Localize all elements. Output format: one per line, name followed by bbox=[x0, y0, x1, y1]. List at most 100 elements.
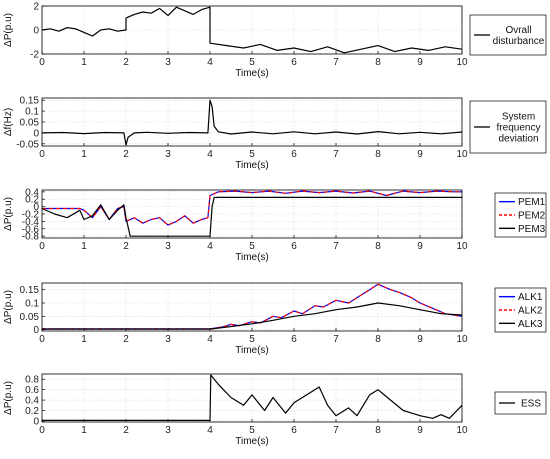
y-tick-label: 0.05 bbox=[20, 118, 40, 129]
x-tick-label: 4 bbox=[207, 57, 213, 68]
y-tick-label: -0.2 bbox=[22, 210, 40, 221]
x-tick-label: 1 bbox=[81, 241, 87, 252]
x-tick-label: 9 bbox=[417, 149, 423, 160]
chart-panel-5: 0 1 2 3 4 5 6 7 8 9 10 00.20.40.60.8 Time(s) ΔP(p.u) E… bbox=[3, 373, 547, 447]
x-tick-label: 9 bbox=[417, 334, 423, 345]
legend-label: PEM1 bbox=[518, 197, 546, 208]
x-tick-label: 8 bbox=[375, 57, 381, 68]
series-line-ovrall-disturbance bbox=[41, 6, 463, 54]
x-tick-label: 2 bbox=[123, 425, 129, 436]
x-axis-label: Time(s) bbox=[235, 436, 269, 447]
legend-label: ESS bbox=[521, 399, 541, 410]
y-tick-label: -2 bbox=[30, 50, 39, 61]
y-tick-label: 0 bbox=[33, 325, 39, 336]
x-tick-label: 5 bbox=[249, 149, 255, 160]
x-tick-label: 9 bbox=[417, 57, 423, 68]
x-tick-label: 6 bbox=[291, 425, 297, 436]
legend-box bbox=[494, 192, 547, 238]
x-tick-label: 9 bbox=[417, 241, 423, 252]
x-tick-label: 5 bbox=[249, 334, 255, 345]
x-tick-label: 0 bbox=[39, 241, 45, 252]
y-tick-label: 0.6 bbox=[25, 385, 39, 396]
legend-label: ALK1 bbox=[518, 292, 543, 303]
x-tick-label: 8 bbox=[375, 425, 381, 436]
y-axis-label: Δf(Hz) bbox=[3, 108, 14, 136]
x-tick-label: 1 bbox=[81, 425, 87, 436]
x-tick-label: 6 bbox=[291, 334, 297, 345]
y-tick-label: 0 bbox=[33, 202, 39, 213]
x-tick-label: 2 bbox=[123, 241, 129, 252]
x-tick-label: 7 bbox=[333, 149, 339, 160]
x-tick-label: 2 bbox=[123, 57, 129, 68]
legend: ESS bbox=[494, 391, 547, 415]
y-axis-label: ΔP(p.u) bbox=[3, 197, 14, 231]
x-tick-label: 7 bbox=[333, 57, 339, 68]
y-tick-label: 0.2 bbox=[25, 406, 39, 417]
x-tick-label: 10 bbox=[456, 241, 468, 252]
legend-box bbox=[494, 391, 547, 415]
legend-label: PEM2 bbox=[518, 211, 546, 222]
x-tick-label: 5 bbox=[249, 57, 255, 68]
legend-label: deviation bbox=[498, 134, 538, 145]
x-tick-label: 0 bbox=[39, 149, 45, 160]
x-tick-label: 3 bbox=[165, 241, 171, 252]
y-tick-label: -0.4 bbox=[22, 217, 40, 228]
x-tick-label: 1 bbox=[81, 57, 87, 68]
x-axis-label: Time(s) bbox=[235, 68, 269, 79]
x-tick-label: 4 bbox=[207, 241, 213, 252]
x-tick-label: 0 bbox=[39, 425, 45, 436]
y-tick-label: 0.2 bbox=[25, 195, 39, 206]
y-tick-label: 0.15 bbox=[20, 96, 40, 107]
y-tick-label: 0 bbox=[33, 416, 39, 427]
legend-label: System bbox=[502, 112, 535, 123]
legend-label: Ovrall bbox=[505, 25, 531, 36]
series-line-alk3 bbox=[42, 302, 463, 330]
x-tick-label: 10 bbox=[456, 334, 468, 345]
series-line-pem2 bbox=[42, 190, 462, 226]
x-tick-label: 3 bbox=[165, 425, 171, 436]
y-tick-label: 0.1 bbox=[25, 299, 39, 310]
legend-label: ALK2 bbox=[518, 306, 543, 317]
x-tick-label: 4 bbox=[207, 425, 213, 436]
x-tick-label: 3 bbox=[165, 149, 171, 160]
x-tick-label: 10 bbox=[456, 57, 468, 68]
x-tick-label: 8 bbox=[375, 334, 381, 345]
x-tick-label: 5 bbox=[249, 241, 255, 252]
series-line-pem3 bbox=[41, 196, 462, 237]
legend-label: disturbance bbox=[493, 36, 545, 47]
y-tick-label: 0.05 bbox=[20, 312, 40, 323]
y-tick-label: -0.6 bbox=[22, 224, 40, 235]
y-tick-label: 0.4 bbox=[25, 187, 39, 198]
x-tick-label: 5 bbox=[249, 425, 255, 436]
series-line-ess bbox=[42, 374, 463, 421]
x-tick-label: 2 bbox=[123, 149, 129, 160]
y-tick-label: 0 bbox=[33, 26, 39, 37]
y-axis-label: ΔP(p.u) bbox=[3, 13, 14, 47]
x-tick-label: 1 bbox=[81, 334, 87, 345]
x-tick-label: 10 bbox=[456, 425, 468, 436]
legend: PEM1 PEM2 PEM3 bbox=[494, 192, 547, 238]
chart-panel-3: 0 1 2 3 4 5 6 7 8 9 10-0.8-0.6-0.4-0.200.20.4Time(… bbox=[3, 187, 547, 263]
legend: ALK1 ALK2 ALK3 bbox=[494, 287, 547, 333]
y-axis-label: ΔP(p.u) bbox=[3, 290, 14, 324]
x-tick-label: 9 bbox=[417, 425, 423, 436]
y-tick-label: 0.4 bbox=[25, 396, 39, 407]
y-tick-label: -0.05 bbox=[16, 139, 39, 150]
chart-panel-4: 0 1 2 3 4 5 6 7 8 9 10 0 0.05 0.1 0.15 Time(s) ΔP(p.u) AL… bbox=[3, 282, 547, 356]
legend-label: PEM3 bbox=[518, 224, 546, 235]
x-tick-label: 1 bbox=[81, 149, 87, 160]
x-tick-label: 4 bbox=[207, 149, 213, 160]
legend-label: ALK3 bbox=[518, 319, 543, 330]
x-tick-label: 0 bbox=[39, 334, 45, 345]
y-tick-label: 2 bbox=[33, 2, 39, 13]
legend-label: frequency bbox=[497, 123, 541, 134]
x-tick-label: 4 bbox=[207, 334, 213, 345]
legend-box bbox=[494, 287, 547, 333]
x-tick-label: 2 bbox=[123, 334, 129, 345]
chart-panel-2: 0 1 2 3 4 5 6 7 8 9 10-0.0500.050.10.15Time(s)Δf(H… bbox=[3, 96, 547, 171]
y-tick-label: -0.8 bbox=[22, 232, 40, 243]
y-tick-label: 0.15 bbox=[20, 285, 40, 296]
